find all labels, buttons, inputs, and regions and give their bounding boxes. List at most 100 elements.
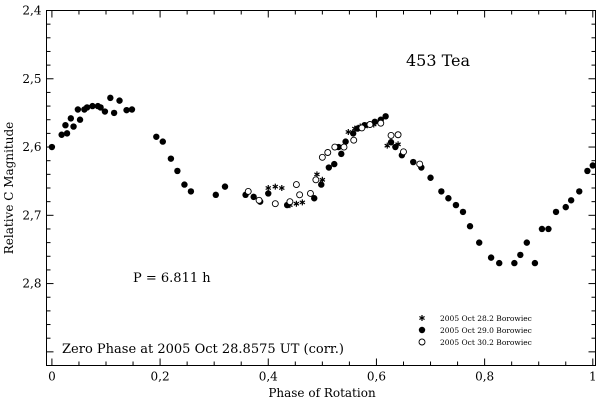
- legend-marker: [418, 338, 426, 346]
- data-point: [438, 188, 445, 195]
- data-point: [427, 174, 434, 181]
- legend: 2005 Oct 28.2 Borowiec 2005 Oct 29.0 Boro…: [418, 314, 532, 347]
- data-point: [400, 148, 407, 156]
- data-point: [174, 167, 181, 175]
- x-tick-label: 0,4: [259, 370, 278, 384]
- data-point: [342, 138, 349, 145]
- data-point: [312, 176, 320, 184]
- data-point: [76, 116, 84, 123]
- y-tick-label: 2,4: [22, 4, 41, 18]
- data-point: [181, 181, 188, 188]
- legend-label: 2005 Oct 29.0 Borowiec: [440, 326, 532, 335]
- data-point: [487, 254, 495, 261]
- x-tick-label: 1: [589, 370, 597, 384]
- data-point: [97, 104, 104, 111]
- data-point: [271, 200, 279, 208]
- data-point: [531, 259, 539, 267]
- data-points: [48, 94, 596, 267]
- data-point: [83, 104, 91, 111]
- data-point: [476, 239, 483, 246]
- data-point: [167, 155, 175, 162]
- data-point: [523, 239, 531, 246]
- y-tick-label: 2,6: [22, 140, 41, 154]
- period-annotation: P = 6.811 h: [133, 271, 211, 286]
- legend-label: 2005 Oct 28.2 Borowiec: [440, 314, 532, 323]
- data-point: [567, 197, 575, 204]
- data-point: [123, 106, 130, 114]
- data-point: [452, 201, 460, 209]
- data-point: [377, 119, 385, 127]
- data-point: [212, 191, 219, 199]
- y-axis-ticks: 2,4 2,5 2,6 2,7 2,8: [22, 4, 596, 366]
- data-point: [340, 143, 348, 151]
- data-point: [382, 113, 389, 120]
- data-point: [293, 200, 300, 207]
- data-point: [187, 188, 195, 195]
- data-point: [318, 181, 325, 188]
- y-tick-label: 2,8: [22, 277, 41, 291]
- y-tick-label: 2,7: [22, 208, 41, 222]
- data-point: [358, 124, 366, 132]
- data-point: [496, 259, 503, 267]
- plot-frame: [46, 10, 596, 366]
- data-point: [517, 251, 524, 259]
- data-point: [562, 203, 569, 211]
- data-point: [318, 153, 326, 161]
- data-point: [511, 259, 518, 267]
- data-point: [325, 164, 333, 171]
- data-point: [70, 123, 77, 130]
- data-point: [338, 150, 345, 158]
- data-point: [250, 193, 257, 201]
- data-point: [576, 188, 583, 195]
- data-point: [63, 130, 71, 137]
- data-point: [466, 223, 474, 230]
- data-point: [350, 136, 358, 144]
- data-point: [74, 106, 82, 113]
- x-tick-label: 0: [48, 370, 56, 384]
- y-tick-label: 2,5: [22, 72, 41, 86]
- data-point: [110, 109, 118, 117]
- data-point: [159, 138, 166, 145]
- data-point: [296, 191, 304, 199]
- data-point: [286, 198, 294, 206]
- data-point: [278, 185, 285, 191]
- data-point: [153, 133, 160, 140]
- data-point: [265, 190, 272, 197]
- data-point: [392, 143, 399, 151]
- data-point: [272, 183, 279, 190]
- data-point: [116, 97, 123, 104]
- data-point: [416, 160, 424, 168]
- data-point: [265, 185, 272, 191]
- data-point: [387, 131, 395, 139]
- data-point: [331, 160, 338, 168]
- data-point: [331, 143, 339, 151]
- x-tick-label: 0,2: [151, 370, 170, 384]
- x-axis-title: Phase of Rotation: [268, 386, 376, 400]
- zero-phase-annotation: Zero Phase at 2005 Oct 28.8575 UT (corr.…: [62, 342, 344, 357]
- data-point: [307, 190, 314, 197]
- data-point: [545, 225, 552, 233]
- data-point: [371, 118, 379, 125]
- data-point: [387, 139, 395, 146]
- x-tick-label: 0,6: [367, 370, 386, 384]
- data-point: [538, 225, 546, 233]
- data-point: [314, 171, 320, 178]
- legend-marker: [419, 315, 425, 321]
- data-point: [410, 158, 417, 166]
- data-point: [292, 181, 300, 189]
- data-point: [244, 187, 252, 195]
- data-point: [128, 106, 136, 113]
- data-point: [311, 195, 318, 202]
- data-point: [107, 94, 114, 102]
- chart-title: 453 Tea: [406, 51, 471, 70]
- data-point: [89, 102, 96, 110]
- data-point: [221, 183, 229, 190]
- legend-label: 2005 Oct 30.2 Borowiec: [440, 338, 532, 347]
- data-point: [101, 108, 109, 115]
- data-point: [552, 208, 560, 216]
- data-point: [62, 121, 69, 129]
- data-point: [58, 131, 65, 138]
- x-axis-ticks: 0 0,2 0,4 0,6 0,8 1: [48, 10, 597, 384]
- data-point: [394, 131, 402, 139]
